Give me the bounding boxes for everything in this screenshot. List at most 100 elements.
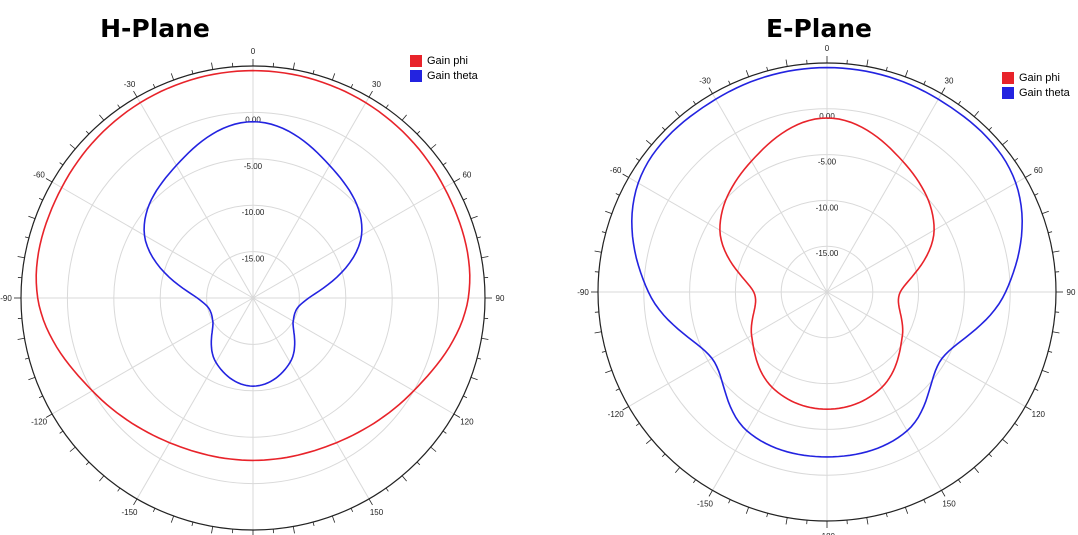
angle-tick [453,178,461,183]
angle-tick-label: 0 [251,47,256,56]
angle-tick-label: -60 [33,171,45,180]
angle-tick-label: 60 [1034,166,1043,175]
grid-spoke [136,96,254,299]
angle-tick [708,87,713,94]
angle-tick [1052,331,1060,334]
angle-tick [38,197,43,201]
angle-tick [728,80,731,85]
angle-tick [1048,350,1053,353]
angle-tick [312,521,315,527]
legend-item-gain-theta: Gain theta [1002,85,1070,100]
angle-tick [481,337,489,340]
angle-tick-label: 60 [462,171,471,180]
angle-tick-label: 120 [1032,410,1046,419]
angle-tick [28,376,36,381]
angle-tick [191,69,194,75]
angle-tick [331,73,336,81]
angle-tick [385,104,389,109]
angle-tick [605,369,612,374]
angle-tick [1034,388,1039,391]
angle-tick [117,104,121,109]
angle-tick [463,197,468,201]
angle-tick [904,70,909,77]
angle-tick [674,467,681,474]
angle-tick [645,139,652,146]
angle-tick [601,231,606,234]
angle-tick [745,70,750,77]
angle-tick-label: -150 [697,499,714,508]
series-line [630,66,1024,458]
angle-tick [615,193,620,196]
legend-label: Gain phi [427,54,468,67]
angle-tick-label: 120 [460,418,474,427]
legend: Gain phi Gain theta [1002,70,1070,100]
angle-tick [601,350,606,353]
angle-tick [885,513,888,518]
angle-tick [1002,139,1009,146]
angle-tick [191,521,194,527]
angle-tick-label: -30 [699,77,711,86]
angle-tick [923,499,926,504]
angle-tick [1042,369,1049,374]
h-plane-panel: H-Plane 0306090120150-180-150-120-90-60-… [0,14,505,535]
angle-tick [745,507,750,514]
grid-spoke [136,297,254,500]
angle-tick [622,173,629,178]
angle-tick [470,376,478,381]
angle-tick [941,490,946,497]
angle-tick [988,126,993,131]
angle-tick [1052,250,1060,253]
angle-tick [292,62,295,70]
legend-item-gain-theta: Gain theta [410,68,478,83]
angle-tick-label: 90 [496,294,505,303]
angle-tick [1002,438,1009,445]
angle-tick [442,430,447,434]
grid-spoke [628,291,828,407]
angle-tick [885,66,888,71]
legend-item-gain-phi: Gain phi [1002,70,1070,85]
angle-tick-label: 0 [825,44,830,53]
angle-tick [785,59,788,67]
grid-spoke [252,181,455,299]
angle-tick [17,337,25,340]
legend-swatch-blue [410,69,422,82]
grid-spoke [826,291,942,491]
angle-tick-label: -120 [608,410,625,419]
angle-tick [1025,406,1032,411]
angle-tick [117,487,121,492]
angle-tick [401,475,407,482]
angle-tick [693,100,696,105]
radial-tick-label: -5.00 [244,162,263,171]
grid-spoke [826,93,942,293]
angle-tick [958,100,961,105]
angle-tick [99,114,105,121]
grid-spoke [826,177,1026,293]
angle-tick [430,446,437,452]
radial-tick-label: 0.00 [245,115,261,124]
angle-tick [958,479,961,484]
angle-tick [923,80,926,85]
angle-tick [635,423,640,426]
angle-tick [1034,193,1039,196]
angle-tick [211,62,214,70]
angle-tick [766,513,769,518]
angle-tick [605,210,612,215]
radial-tick-label: 0.00 [819,112,835,121]
angle-tick [24,236,30,239]
angle-tick [401,114,407,121]
radial-tick-label: -15.00 [242,255,265,264]
angle-tick [785,517,788,525]
angle-tick [866,517,869,525]
angle-tick [941,87,946,94]
angle-tick-label: -150 [121,508,138,517]
angle-tick [368,498,373,506]
angle-tick [1014,158,1019,161]
angle-tick [24,357,30,360]
angle-tick [211,526,214,534]
legend-item-gain-phi: Gain phi [410,53,478,68]
angle-tick [661,126,666,131]
angle-tick [594,331,602,334]
angle-tick [69,446,76,452]
angle-tick [728,499,731,504]
angle-tick-label: -90 [577,288,589,297]
